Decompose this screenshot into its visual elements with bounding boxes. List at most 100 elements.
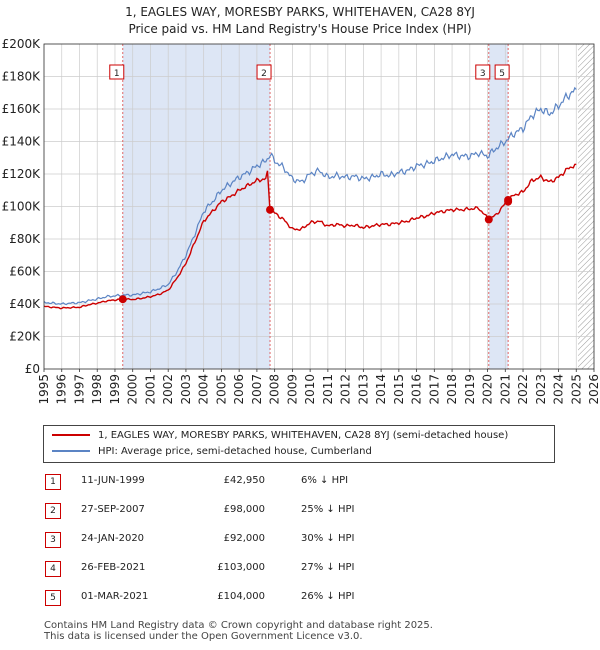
sale-price: £92,000	[223, 533, 265, 544]
sale-label-frame	[494, 64, 510, 80]
legend-swatch-property	[52, 434, 90, 436]
legend-label-hpi: HPI: Average price, semi-detached house,…	[98, 446, 372, 457]
sale-date: 01-MAR-2021	[81, 591, 149, 602]
sale-price: £42,950	[223, 475, 265, 486]
legend: 1, EAGLES WAY, MORESBY PARKS, WHITEHAVEN…	[43, 425, 555, 463]
sale-hpi-diff: 6% ↓ HPI	[301, 475, 349, 486]
sale-hpi-diff: 26% ↓ HPI	[301, 591, 355, 602]
x-tick-label: 2016	[410, 374, 424, 405]
sale-number-badge: 3	[45, 532, 61, 548]
sale-marker-3	[484, 215, 493, 224]
sale-marker-2	[266, 205, 275, 214]
sale-date: 26-FEB-2021	[81, 562, 146, 573]
sale-date: 11-JUN-1999	[81, 475, 145, 486]
sale-label-frame	[109, 64, 125, 80]
x-tick-label: 2013	[356, 374, 370, 405]
sale-row: 5 01-MAR-2021 £104,000 26% ↓ HPI	[43, 588, 403, 617]
x-tick-label: 2008	[268, 374, 282, 405]
sale-marker-5	[504, 196, 513, 204]
sale-hpi-diff: 30% ↓ HPI	[301, 533, 355, 544]
legend-swatch-hpi	[52, 450, 90, 452]
y-tick-label: £60K	[9, 265, 41, 279]
x-tick-label: 2024	[552, 374, 566, 405]
sale-label-text: 5	[499, 69, 505, 79]
y-tick-label: £140K	[2, 135, 42, 149]
sale-price: £98,000	[223, 504, 265, 515]
y-tick-label: £180K	[2, 70, 42, 84]
x-tick-label: 2003	[179, 374, 193, 405]
legend-item-property: 1, EAGLES WAY, MORESBY PARKS, WHITEHAVEN…	[52, 428, 508, 444]
x-tick-label: 2025	[569, 374, 583, 405]
legend-label-property: 1, EAGLES WAY, MORESBY PARKS, WHITEHAVEN…	[98, 430, 509, 441]
x-tick-label: 2022	[516, 374, 530, 405]
x-tick-label: 2007	[250, 374, 264, 405]
y-tick-label: £200K	[2, 37, 42, 51]
sale-number-badge: 1	[45, 474, 61, 490]
sale-label-box-3: 3	[475, 64, 491, 80]
x-tick-label: 2019	[463, 374, 477, 405]
x-tick-label: 2011	[321, 374, 335, 405]
x-tick-label: 2002	[161, 374, 175, 405]
y-tick-label: £160K	[2, 102, 42, 116]
plot-border	[43, 43, 595, 370]
x-tick-label: 1999	[108, 374, 122, 405]
legend-item-hpi: HPI: Average price, semi-detached house,…	[52, 444, 372, 460]
sale-price: £104,000	[217, 591, 265, 602]
chart-title: 1, EAGLES WAY, MORESBY PARKS, WHITEHAVEN…	[0, 4, 600, 38]
y-tick-label: £40K	[9, 297, 41, 311]
x-tick-label: 1996	[55, 374, 69, 405]
x-tick-label: 2015	[392, 374, 406, 405]
sale-label-box-2: 2	[256, 64, 272, 80]
x-tick-label: 2000	[126, 374, 140, 405]
y-tick-label: £120K	[2, 167, 42, 181]
sale-label-box-5: 5	[494, 64, 510, 80]
x-tick-label: 2010	[303, 374, 317, 405]
x-tick-label: 2004	[197, 374, 211, 405]
sale-label-frame	[256, 64, 272, 80]
sale-number-badge: 2	[45, 503, 61, 519]
x-tick-label: 2017	[427, 374, 441, 405]
sale-hpi-diff: 25% ↓ HPI	[301, 504, 355, 515]
sale-date: 24-JAN-2020	[81, 533, 145, 544]
sale-number-badge: 5	[45, 590, 61, 606]
x-tick-label: 2021	[498, 374, 512, 405]
sale-marker-1	[118, 295, 127, 304]
title-line-2: Price paid vs. HM Land Registry's House …	[128, 22, 472, 36]
x-tick-label: 1995	[37, 374, 51, 405]
x-tick-label: 2023	[534, 374, 548, 405]
sale-label-text: 3	[480, 69, 486, 79]
x-tick-label: 2001	[143, 374, 157, 405]
sale-row: 1 11-JUN-1999 £42,950 6% ↓ HPI	[43, 472, 403, 501]
x-tick-label: 1997	[72, 374, 86, 405]
sale-row: 4 26-FEB-2021 £103,000 27% ↓ HPI	[43, 559, 403, 588]
x-tick-label: 2012	[339, 374, 353, 405]
sale-label-text: 2	[261, 69, 267, 79]
x-tick-label: 2006	[232, 374, 246, 405]
sale-label-box-1: 1	[109, 64, 125, 80]
x-tick-label: 1998	[90, 374, 104, 405]
y-tick-label: £0	[25, 362, 40, 376]
sales-table: 1 11-JUN-1999 £42,950 6% ↓ HPI 2 27-SEP-…	[43, 472, 403, 617]
sale-row: 3 24-JAN-2020 £92,000 30% ↓ HPI	[43, 530, 403, 559]
x-tick-label: 2014	[374, 374, 388, 405]
y-tick-label: £80K	[9, 232, 41, 246]
x-tick-label: 2018	[445, 374, 459, 405]
sale-row: 2 27-SEP-2007 £98,000 25% ↓ HPI	[43, 501, 403, 530]
footer-copyright: Contains HM Land Registry data © Crown c…	[44, 620, 433, 631]
y-tick-label: £20K	[9, 330, 41, 344]
hpi-series-line	[44, 86, 577, 306]
x-tick-label: 2005	[214, 374, 228, 405]
y-tick-label: £100K	[2, 200, 42, 214]
sale-label-frame	[475, 64, 491, 80]
sale-date: 27-SEP-2007	[81, 504, 145, 515]
chart-svg: £0 £20K £40K £60K £80K £100K £120K £140K £160K £1…	[2, 37, 600, 405]
sale-hpi-diff: 27% ↓ HPI	[301, 562, 355, 573]
x-tick-label: 2009	[285, 374, 299, 405]
sale-price: £103,000	[217, 562, 265, 573]
title-line-1: 1, EAGLES WAY, MORESBY PARKS, WHITEHAVEN…	[125, 5, 475, 19]
sale-label-text: 1	[114, 69, 120, 79]
footer-licence: This data is licensed under the Open Gov…	[44, 631, 363, 642]
x-tick-label: 2020	[481, 374, 495, 405]
footer: Contains HM Land Registry data © Crown c…	[44, 620, 433, 642]
sale-number-badge: 4	[45, 561, 61, 577]
